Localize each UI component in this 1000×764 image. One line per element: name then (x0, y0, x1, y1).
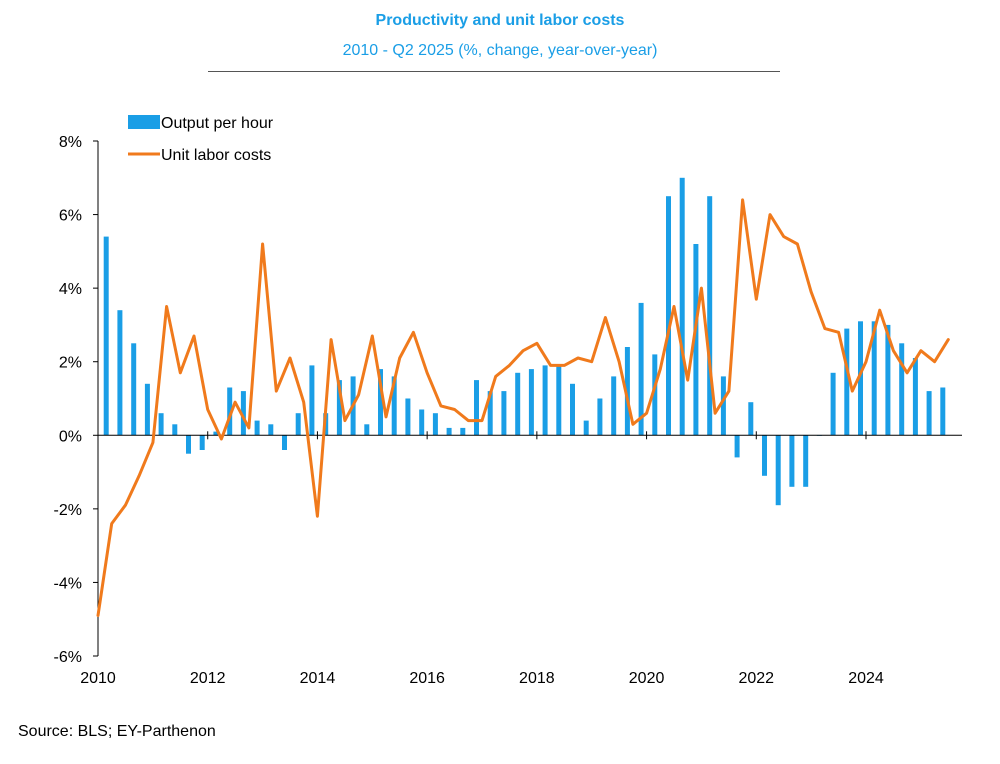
bar-output-per-hour (213, 431, 219, 436)
bar-output-per-hour (679, 177, 685, 436)
y-tick-label: 0% (59, 428, 82, 445)
bar-output-per-hour (734, 435, 740, 458)
bar-output-per-hour (474, 380, 479, 436)
bar-output-per-hour (570, 383, 575, 436)
x-tick-label: 2014 (300, 670, 336, 687)
bar-output-per-hour (144, 383, 150, 436)
bar-output-per-hour (103, 236, 109, 436)
bar-output-per-hour (391, 376, 397, 436)
bar-output-per-hour (515, 372, 521, 436)
bar-output-per-hour (419, 409, 425, 436)
bar-output-per-hour (240, 391, 246, 436)
bar-output-per-hour (336, 380, 342, 436)
x-tick-label: 2024 (848, 670, 884, 687)
bar-output-per-hour (899, 343, 905, 436)
bar-output-per-hour (775, 435, 781, 506)
bar-output-per-hour (926, 391, 932, 436)
bar-output-per-hour (295, 413, 301, 436)
bar-output-per-hour (597, 398, 603, 436)
line-layer (96, 198, 950, 617)
bar-output-per-hour (460, 427, 466, 436)
bar-output-per-hour (830, 372, 836, 436)
x-tick-label: 2010 (80, 670, 116, 687)
bar-output-per-hour (487, 391, 493, 436)
bars-layer (103, 177, 946, 506)
x-tick-label: 2018 (519, 670, 555, 687)
bar-output-per-hour (172, 424, 178, 436)
bar-output-per-hour (309, 365, 315, 436)
bar-output-per-hour (542, 365, 548, 436)
chart-subtitle: 2010 - Q2 2025 (%, change, year-over-yea… (342, 42, 658, 59)
source-note: Source: BLS; EY-Parthenon (18, 723, 216, 740)
bar-output-per-hour (652, 354, 658, 436)
bar-output-per-hour (762, 435, 767, 476)
legend-label-output-per-hour: Output per hour (161, 115, 274, 132)
bar-output-per-hour (844, 328, 850, 436)
y-tick-label: 2% (59, 355, 82, 372)
title-divider (208, 71, 780, 72)
bar-output-per-hour (720, 376, 726, 436)
y-tick-label: 4% (59, 281, 82, 298)
bar-output-per-hour (666, 196, 671, 436)
bar-output-per-hour (282, 435, 287, 450)
bar-output-per-hour (158, 413, 164, 436)
y-tick-label: -2% (54, 502, 82, 519)
bar-output-per-hour (748, 402, 754, 436)
bar-output-per-hour (556, 365, 562, 436)
bar-output-per-hour (707, 196, 713, 436)
bar-output-per-hour (912, 358, 918, 436)
bar-output-per-hour (528, 369, 534, 436)
line-unit-labor-costs (96, 198, 950, 617)
bar-output-per-hour (131, 343, 137, 436)
bar-output-per-hour (693, 244, 699, 436)
bar-output-per-hour (268, 424, 274, 436)
bar-output-per-hour (378, 369, 383, 436)
y-tick-label: -4% (54, 575, 82, 592)
legend: Output per hour Unit labor costs (128, 115, 274, 164)
legend-label-unit-labor-costs: Unit labor costs (161, 147, 271, 164)
bar-output-per-hour (405, 398, 411, 436)
bar-output-per-hour (117, 310, 123, 436)
bar-output-per-hour (186, 435, 191, 454)
y-tick-label: -6% (54, 649, 82, 666)
bar-output-per-hour (446, 427, 452, 436)
bar-output-per-hour (940, 387, 946, 436)
x-tick-label: 2012 (190, 670, 226, 687)
legend-swatch-output-per-hour (128, 115, 160, 129)
bar-output-per-hour (199, 435, 205, 450)
x-tick-label: 2022 (738, 670, 774, 687)
bar-output-per-hour (789, 435, 795, 487)
chart-title: Productivity and unit labor costs (375, 12, 625, 29)
x-tick-label: 2016 (409, 670, 445, 687)
y-tick-label: 8% (59, 134, 82, 151)
bar-output-per-hour (227, 387, 233, 436)
axes-layer: 8% 6% 4% 2% 0% -2% -4% -6% 2010 2012 2014 2016 2018 2… (54, 134, 962, 687)
bar-output-per-hour (364, 424, 370, 436)
bar-output-per-hour (871, 321, 877, 436)
bar-output-per-hour (624, 347, 630, 436)
bar-output-per-hour (254, 420, 260, 436)
bar-output-per-hour (611, 376, 617, 436)
bar-output-per-hour (885, 324, 891, 436)
bar-output-per-hour (501, 391, 507, 436)
bar-output-per-hour (858, 321, 863, 436)
bar-output-per-hour (803, 435, 809, 487)
x-tick-label: 2020 (629, 670, 665, 687)
bar-output-per-hour (432, 413, 438, 436)
y-tick-label: 6% (59, 208, 82, 225)
bar-output-per-hour (638, 302, 644, 436)
bar-output-per-hour (583, 420, 589, 436)
